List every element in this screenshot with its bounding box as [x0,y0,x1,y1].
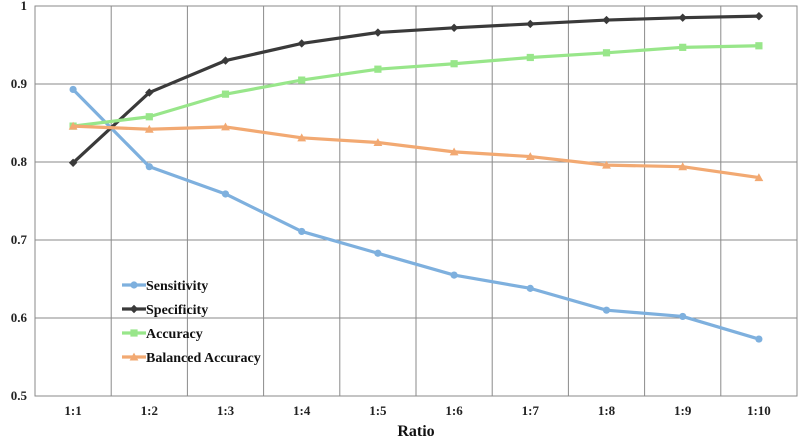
data-point-specificity [373,28,383,37]
data-point-specificity [145,88,154,97]
x-tick-label: 1:5 [369,403,387,418]
legend-label: Specificity [146,303,208,318]
data-point-accuracy [221,90,230,98]
legend-marker [130,329,138,337]
series-line-balanced-accuracy [73,124,760,180]
legend: Sensitivity Specificity Accuracy Balanced A… [122,279,261,366]
data-point-specificity [678,13,687,22]
series-line-sensitivity [71,88,760,341]
data-point-sensitivity [374,249,382,257]
y-tick-label: 1 [21,0,28,13]
legend-label: Sensitivity [146,279,208,294]
axes [34,5,798,397]
data-point-sensitivity [69,85,77,94]
series-balanced-accuracy [68,121,764,182]
data-point-sensitivity [526,284,534,292]
data-point-sensitivity [221,190,230,198]
data-point-balanced-accuracy [297,133,307,142]
data-point-balanced-accuracy [144,124,154,133]
plot-area-border [34,5,798,397]
series-sensitivity [69,85,763,343]
legend-marker [129,352,139,361]
tick-labels: 0.5 0.6 0.7 0.8 0.9 1 1:1 1:2 1:3 1:4 1:5 1:6 1:7 1:8… [11,0,771,418]
data-point-specificity [526,19,535,29]
data-point-accuracy [145,113,153,121]
y-tick-label: 0.8 [11,154,28,169]
legend-item-sensitivity: Sensitivity [122,279,208,294]
data-point-balanced-accuracy [449,147,459,156]
data-point-balanced-accuracy [68,121,78,130]
data-point-accuracy [602,49,611,57]
x-tick-label: 1:9 [674,403,692,418]
legend-label: Balanced Accuracy [146,351,261,366]
x-tick-label: 1:3 [217,403,235,418]
series-lines [68,11,764,343]
data-point-sensitivity [145,163,153,171]
y-tick-label: 0.7 [11,232,28,247]
y-tick-label: 0.9 [11,76,28,91]
data-point-accuracy [755,42,763,50]
data-point-balanced-accuracy [678,162,688,171]
legend-label: Accuracy [146,327,203,342]
data-point-sensitivity [602,306,611,314]
data-point-specificity [68,158,78,167]
data-point-balanced-accuracy [754,173,764,182]
x-tick-label: 1:2 [141,403,158,418]
data-point-accuracy [526,53,534,62]
data-point-specificity [221,56,230,65]
data-point-balanced-accuracy [525,152,535,161]
y-tick-label: 0.5 [11,388,28,403]
x-tick-label: 1:7 [522,403,540,418]
series-line-accuracy [72,44,759,128]
data-point-sensitivity [298,227,306,236]
x-tick-label: 1:4 [293,403,311,418]
x-tick-label: 1:6 [445,403,463,418]
legend-marker [130,281,138,289]
data-point-accuracy [298,76,306,84]
data-point-specificity [602,15,611,25]
data-point-accuracy [679,43,687,51]
data-point-sensitivity [755,335,763,343]
data-point-accuracy [374,65,382,73]
series-specificity [68,11,764,167]
data-point-balanced-accuracy [602,160,611,169]
y-tick-label: 0.6 [11,310,28,325]
x-tick-label: 1:8 [598,403,616,418]
data-point-specificity [297,39,306,48]
x-tick-label: 1:1 [64,403,81,418]
x-tick-label: 1:10 [747,403,771,418]
legend-item-accuracy: Accuracy [122,327,203,342]
data-point-specificity [754,11,764,21]
data-point-balanced-accuracy [221,122,230,131]
data-point-accuracy [450,60,458,68]
series-line-specificity [72,14,759,164]
data-point-sensitivity [450,271,458,279]
x-axis-title: Ratio [397,423,434,440]
data-point-balanced-accuracy [373,138,383,147]
data-point-specificity [449,23,459,33]
legend-item-specificity: Specificity [122,303,208,318]
legend-marker [129,304,139,314]
legend-item-balanced-accuracy: Balanced Accuracy [122,351,261,366]
data-point-sensitivity [679,312,687,321]
